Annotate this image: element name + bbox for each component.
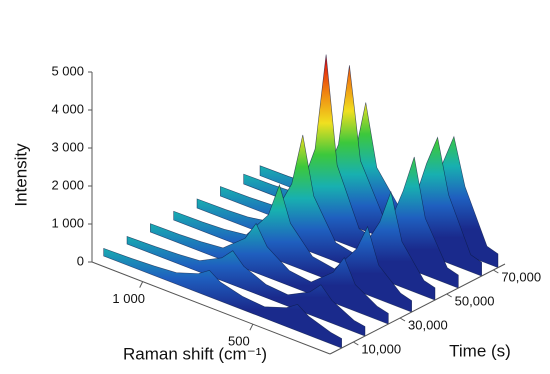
z-axis-title: Intensity (11, 143, 30, 207)
z-tick-label: 5 000 (51, 63, 84, 78)
x-tick (249, 323, 254, 331)
y-tick-label: 50,000 (455, 293, 495, 308)
y-tick-label: 10,000 (361, 341, 401, 356)
x-axis-line (91, 261, 331, 355)
z-tick-label: 0 (77, 253, 84, 268)
y-axis-title: Time (s) (449, 341, 511, 360)
y-tick (493, 269, 499, 274)
x-tick (139, 281, 144, 288)
y-axis-line (329, 263, 506, 355)
y-tick-label: 30,000 (408, 317, 448, 332)
y-tick (353, 341, 359, 346)
y-tick-label: 70,000 (501, 269, 541, 284)
surface-slice (103, 247, 342, 349)
surface-slice (126, 235, 366, 337)
z-tick-label: 1 000 (51, 215, 84, 230)
x-tick-label: 500 (228, 334, 250, 349)
z-tick-label: 4 000 (51, 101, 84, 116)
x-tick-label: 1 000 (112, 291, 145, 306)
z-tick-label: 2 000 (51, 177, 84, 192)
z-tick-label: 3 000 (51, 139, 84, 154)
y-tick (399, 317, 406, 322)
x-axis-title: Raman shift (cm⁻¹) (123, 344, 267, 363)
y-tick (446, 293, 452, 298)
